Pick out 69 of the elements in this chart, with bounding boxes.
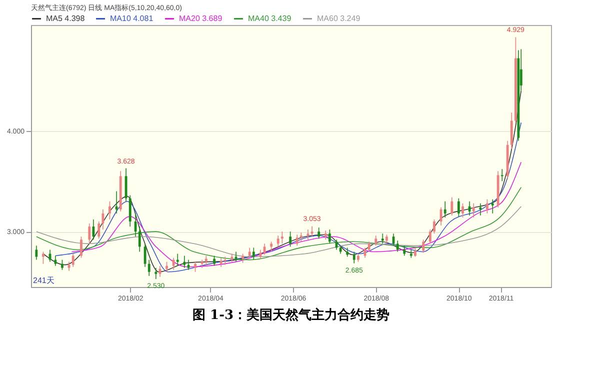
candlestick (98, 221, 100, 240)
annotation: 241天 (33, 276, 54, 285)
candlestick (204, 255, 208, 266)
candlestick (183, 255, 186, 268)
legend-label: MA40 3.439 (248, 14, 292, 23)
candlestick (252, 247, 255, 260)
candlestick (166, 261, 168, 272)
candlestick (457, 198, 460, 217)
candlestick (61, 259, 64, 270)
candlestick (300, 232, 302, 242)
candlestick (242, 253, 244, 264)
candlestick (346, 247, 349, 258)
candlestick (48, 249, 52, 262)
legend-label: MA20 3.689 (179, 14, 223, 23)
candlestick (462, 202, 464, 218)
candlestick (486, 198, 488, 214)
candlestick (259, 249, 262, 260)
legend-label: MA10 4.081 (110, 14, 154, 23)
candlestick (422, 239, 425, 254)
line-series (42, 90, 522, 272)
candlestick (108, 200, 111, 220)
candlestick (88, 223, 91, 244)
candlestick (364, 247, 366, 258)
candlestick (213, 255, 216, 266)
candlestick (280, 231, 284, 244)
candlestick (352, 251, 356, 264)
candlestick (176, 253, 179, 266)
candlestick (289, 231, 292, 248)
candlestick (403, 245, 406, 256)
candlestick (154, 267, 158, 280)
candlestick (414, 247, 416, 258)
candlestick (324, 230, 327, 240)
candlestick (42, 251, 44, 264)
candlestick (386, 234, 388, 244)
candlestick (491, 198, 494, 214)
candlestick (148, 259, 150, 276)
candlestick (54, 255, 57, 266)
candlestick (128, 194, 132, 227)
candlestick (428, 229, 432, 244)
line-series (55, 122, 522, 272)
candlestick (220, 257, 222, 268)
candlestick (270, 241, 273, 252)
candlestick (72, 253, 74, 268)
candlestick (138, 226, 141, 252)
candlestick (472, 202, 475, 218)
candlestick (296, 234, 298, 246)
candlestick (194, 261, 196, 272)
candlestick (368, 241, 370, 252)
candlestick (328, 229, 331, 244)
line-series (36, 186, 522, 260)
candlestick (172, 257, 175, 270)
candlestick (450, 196, 454, 216)
candlestick (276, 235, 280, 248)
legend-label: MA60 3.249 (317, 14, 361, 23)
candlestick (479, 202, 482, 216)
candlestick (248, 247, 251, 258)
candlestick (433, 219, 436, 234)
candlestick (35, 245, 38, 260)
candlestick (396, 240, 399, 252)
line-series (36, 206, 522, 258)
text: 图 1-3：美国天然气主力合约走势 (192, 307, 390, 323)
candlestick (444, 200, 446, 218)
candlestick (200, 259, 204, 268)
candlestick (318, 227, 320, 240)
candlestick (374, 235, 378, 246)
candlestick (500, 168, 504, 182)
candlestick (80, 236, 82, 258)
candlestick (381, 233, 384, 244)
text: MA5 4.398 (46, 14, 86, 23)
